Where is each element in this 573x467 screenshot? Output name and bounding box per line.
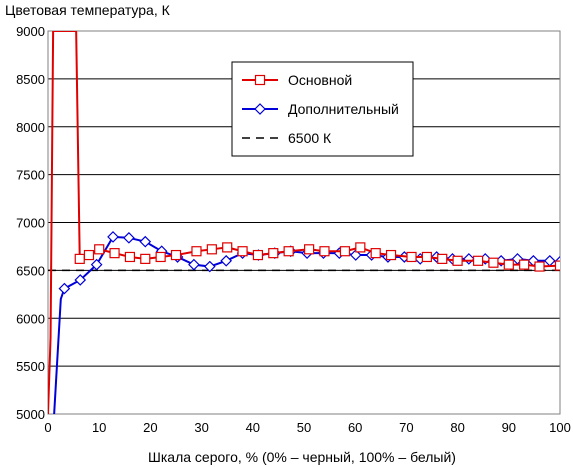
legend-marker-0 [254,74,266,86]
x-tick-labels: 0 10 20 30 40 50 60 70 80 90 100 [44,420,570,435]
point-1-32 [543,254,556,267]
point-1-7 [139,235,152,248]
point-0-33 [534,261,545,272]
point-0-4 [74,253,85,264]
x-tick-label-2: 20 [143,420,157,435]
y-tick-label-7: 8500 [16,72,45,87]
point-1-10 [188,258,200,271]
y-tick-label-4: 7000 [16,216,45,231]
legend-label-0: Основной [288,72,352,88]
point-0-29 [472,255,484,266]
point-0-18 [283,246,294,257]
point-1-5 [107,231,119,243]
x-tick-label-7: 70 [399,420,413,435]
point-0-5 [83,249,95,261]
point-0-13 [206,244,217,255]
point-1-11 [203,260,216,273]
x-tick-label-1: 10 [92,420,106,435]
x-tick-label-5: 50 [297,420,311,435]
y-tick-labels: 5000 5500 6000 6500 7000 7500 8000 8500 9000 [16,24,45,422]
point-1-27 [463,253,475,265]
x-tick-label-9: 90 [502,420,516,435]
y-tick-label-0: 5000 [16,407,45,422]
legend: Основной Дополнительный 6500 К [231,61,414,157]
x-tick-label-4: 40 [246,420,260,435]
point-0-34 [554,260,560,271]
point-0-24 [385,249,397,261]
x-tick-label-10: 100 [549,420,571,435]
point-1-4 [90,258,103,271]
point-0-31 [503,259,514,270]
point-0-30 [488,257,499,268]
x-tick-label-8: 80 [450,420,464,435]
point-0-32 [519,259,530,270]
point-1-6 [123,231,135,244]
point-0-9 [140,253,151,264]
point-0-21 [339,246,351,257]
point-0-28 [452,255,463,266]
point-0-8 [124,251,136,263]
point-0-25 [406,251,417,263]
legend-label-1: Дополнительный [288,101,399,117]
x-tick-label-0: 0 [44,420,51,435]
point-1-2 [58,282,71,295]
point-0-27 [437,253,448,264]
point-0-15 [237,246,248,257]
y-tick-label-1: 5500 [16,359,45,374]
legend-marker-1 [254,103,266,115]
y-tick-label-3: 6500 [16,263,45,278]
y-axis-title: Цветовая температура, К [5,2,171,18]
y-tick-label-2: 6000 [16,311,45,326]
y-tick-label-5: 7500 [16,168,45,183]
point-0-17 [268,248,279,259]
series-0 [48,31,560,414]
x-tick-label-6: 60 [348,420,362,435]
point-0-19 [304,244,315,255]
point-0-26 [421,251,432,263]
point-1-20 [349,249,362,261]
point-1-12 [220,254,233,267]
point-0-23 [370,248,381,259]
y-tick-label-8: 9000 [16,24,45,39]
point-0-20 [319,246,330,257]
point-1-3 [74,274,87,286]
y-tick-label-6: 8000 [16,120,45,135]
point-0-7 [109,248,120,259]
x-tick-label-3: 30 [194,420,208,435]
series-layer [48,31,560,414]
point-0-16 [252,249,264,261]
legend-label-2: 6500 К [288,130,332,146]
plot-area [47,30,561,415]
point-0-22 [355,242,366,253]
point-0-11 [170,249,182,261]
point-0-14 [222,242,233,253]
point-0-10 [155,251,166,263]
point-0-6 [94,244,105,255]
point-0-12 [191,246,202,257]
x-axis-title: Шкала серого, % (0% – черный, 100% – бел… [148,449,456,465]
